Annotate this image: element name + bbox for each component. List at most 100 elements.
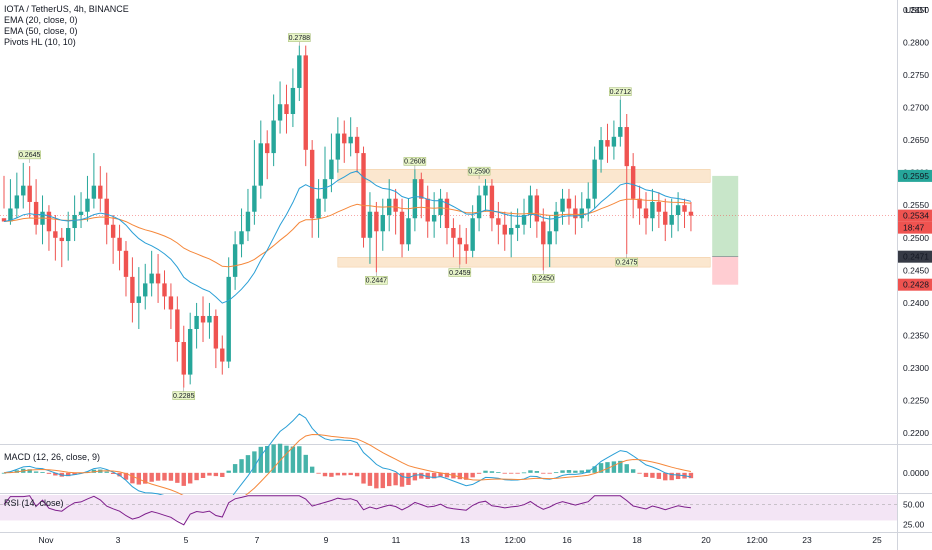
macd-histogram-bar [464,472,469,480]
candle-body [547,231,552,245]
candle-body [496,218,501,225]
candle-body [592,159,597,199]
candle-body [322,179,328,199]
pivot-high-label: 0.2608 [404,159,426,166]
time-tick-label: 16 [562,535,572,545]
candle-body [194,315,199,329]
candle-body [117,237,122,251]
candle-body [27,185,32,202]
macd-histogram-bar [46,472,52,474]
candle-body [367,211,373,238]
macd-histogram-bar [252,451,257,473]
candle-body [329,159,334,180]
candle-body [688,211,694,216]
macd-tick-label: 0.0000 [903,468,929,478]
legend-title[interactable]: IOTA / TetherUS, 4h, BINANCE [4,4,129,14]
candle-body [534,195,540,222]
macd-histogram-bar [541,472,546,474]
candle-body [361,153,366,238]
macd-histogram-bar [72,472,77,475]
candle-body [226,276,231,362]
candle-body [130,276,135,303]
candle-body [200,315,206,323]
legend-ema20[interactable]: EMA (20, close, 0) [4,15,78,25]
price-tag-entry: 0.2471 [903,252,929,262]
pivot-box [609,87,632,96]
macd-histogram-bar [123,472,129,480]
macd-histogram-bar [483,470,488,473]
macd-histogram-bar [297,446,302,473]
candle-body [412,179,418,219]
macd-histogram-bar [547,472,552,474]
candle-body [618,127,623,137]
price-tick-label: 0.2300 [903,363,929,373]
macd-histogram-bar [637,472,642,474]
candle-body [252,185,257,212]
macd-histogram-bar [162,472,167,481]
candle-body [566,198,572,209]
legend-pivots[interactable]: Pivots HL (10, 10) [4,37,76,47]
legend-macd[interactable]: MACD (12, 26, close, 9) [4,452,101,462]
candle-body [271,120,276,154]
macd-histogram-bar [149,472,154,482]
candle-body [598,140,604,160]
price-tick-label: 0.2350 [903,331,929,341]
candle-body [663,211,668,225]
resistance-zone [337,169,711,183]
macd-histogram-bar [220,472,225,477]
candle-body [258,143,263,186]
macd-histogram-bar [611,461,617,473]
macd-histogram-bar [40,471,45,473]
candle-body [374,211,379,232]
candle-body [464,244,469,251]
macd-histogram-bar [618,460,623,473]
candle-body [579,208,584,219]
macd-histogram-bar [130,472,135,484]
macd-histogram-bar [470,472,475,478]
macd-histogram-bar [643,472,649,477]
candle-body [33,201,39,225]
candle-body [98,185,103,199]
macd-histogram-bar [322,472,328,477]
candle-body [303,55,308,150]
candle-body [123,250,129,277]
time-tick-label: 20 [701,535,711,545]
macd-histogram-bar [553,472,559,474]
candle-body [342,133,347,144]
candle-body [110,224,116,238]
macd-histogram-bar [1,472,7,474]
price-tick-label: 0.2200 [903,428,929,438]
candle-body [605,140,610,147]
pivot-box [288,33,311,42]
time-tick-label: 3 [116,535,121,545]
candle-body [502,224,507,235]
candle-body [78,211,84,215]
candle-body [399,211,405,245]
macd-histogram-bar [258,446,263,473]
legend-rsi[interactable]: RSI (14, close) [4,498,64,508]
price-tick-label: 0.2750 [903,70,929,80]
candle-body [21,185,26,196]
macd-histogram-bar [650,472,655,478]
macd-histogram-bar [155,472,161,481]
legend-ema50[interactable]: EMA (50, close, 0) [4,26,78,36]
candle-body [72,214,77,229]
pivot-low-label: 0.2475 [616,259,638,266]
candle-body [245,211,251,232]
price-tag-countdown: 18:47 [903,223,925,233]
macd-histogram-bar [303,454,308,473]
macd-histogram-bar [663,472,668,481]
pivot-box [467,166,491,176]
candle-body [168,296,174,310]
macd-histogram-bar [528,470,533,473]
candle-body [220,348,225,362]
pivot-box [532,274,555,283]
candle-body [265,143,270,154]
time-tick-label: 25 [872,535,882,545]
candle-body [438,198,443,215]
macd-histogram-bar [335,472,341,476]
macd-histogram-bar [508,472,514,474]
candle-body [348,136,353,144]
candle-body [630,166,636,199]
